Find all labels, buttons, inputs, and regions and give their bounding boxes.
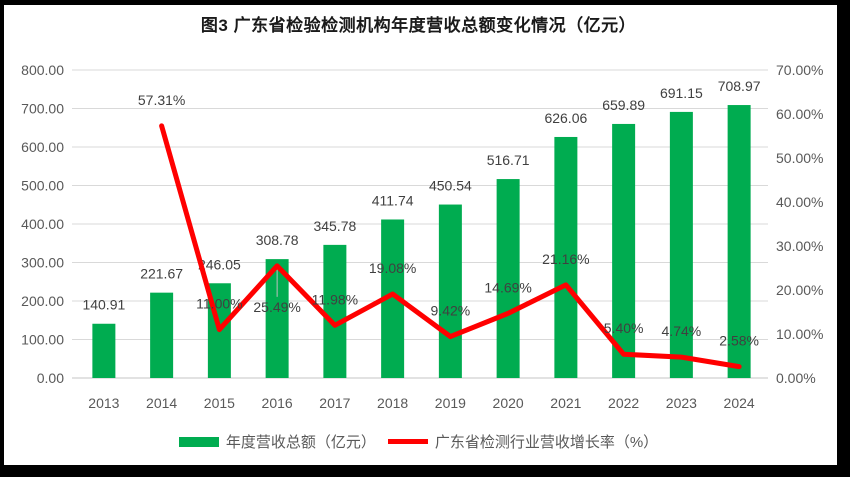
x-axis-label-2017: 2017 (319, 395, 350, 411)
frame-border-bottom (0, 465, 850, 477)
growth-label-2021: 21.16% (542, 251, 589, 267)
left-axis-tick-label: 200.00 (21, 293, 64, 309)
bar-value-label-2013: 140.91 (82, 297, 125, 313)
right-axis-tick-label: 60.00% (776, 106, 823, 122)
x-axis-label-2019: 2019 (435, 395, 466, 411)
bar-2022 (612, 123, 636, 378)
right-axis-tick-label: 70.00% (776, 62, 823, 78)
x-axis-labels: 2013 2014 2015 2016 2017 2018 2019 2020 2021 2022… (88, 395, 755, 411)
bar-2016 (265, 259, 289, 378)
legend-item-revenue: 年度营收总额（亿元） (178, 431, 376, 452)
bar-2014 (150, 292, 174, 378)
legend-line-label: 广东省检测行业营收增长率（%） (434, 434, 659, 451)
frame-border-top (0, 0, 850, 5)
growth-label-2019: 9.42% (431, 303, 471, 319)
x-axis-label-2018: 2018 (377, 395, 408, 411)
bar-value-label-2019: 450.54 (429, 178, 472, 194)
x-axis-label-2024: 2024 (724, 395, 755, 411)
growth-label-2018: 19.08% (369, 260, 416, 276)
bar-value-label-2015: 246.05 (198, 256, 241, 272)
bar-value-label-2017: 345.78 (313, 218, 356, 234)
right-axis-tick-label: 40.00% (776, 194, 823, 210)
growth-label-2024: 2.58% (719, 333, 759, 349)
growth-label-2016: 25.49% (253, 299, 300, 315)
left-axis-tick-label: 700.00 (21, 101, 64, 117)
bar-2017 (323, 244, 347, 378)
right-axis-tick-label: 10.00% (776, 326, 823, 342)
x-axis-label-2013: 2013 (88, 395, 119, 411)
chart-title: 图3 广东省检验检测机构年度营收总额变化情况（亿元） (200, 16, 637, 35)
bar-value-label-2018: 411.74 (372, 192, 414, 208)
bar-2018 (381, 219, 405, 378)
chart-legend: 年度营收总额（亿元） 广东省检测行业营收增长率（%） (0, 431, 837, 452)
bar-2021 (554, 136, 578, 378)
bar-2024 (727, 105, 751, 379)
x-axis-label-2020: 2020 (493, 395, 524, 411)
left-axis-tick-label: 300.00 (21, 255, 64, 271)
growth-label-2015: 11.00% (196, 296, 242, 312)
frame-border-right (837, 0, 850, 477)
bar-2013 (92, 323, 116, 378)
legend-bar-swatch-icon (178, 436, 219, 447)
bar-2023 (669, 111, 693, 378)
left-axis-tick-label: 100.00 (21, 332, 64, 348)
growth-label-2023: 4.74% (662, 323, 702, 339)
x-axis-label-2021: 2021 (550, 395, 581, 411)
x-axis-label-2014: 2014 (146, 395, 177, 411)
right-axis-tick-label: 0.00% (776, 370, 816, 386)
bar-value-label-2020: 516.71 (487, 152, 530, 168)
revenue-bars (92, 105, 751, 379)
bar-value-label-2023: 691.15 (660, 85, 703, 101)
frame-border-left (0, 0, 4, 477)
growth-label-2014: 57.31% (138, 92, 185, 108)
bar-2020 (496, 179, 520, 378)
legend-item-growth: 广东省检测行业营收增长率（%） (387, 431, 659, 452)
bar-value-label-2016: 308.78 (256, 232, 299, 248)
legend-line-swatch-icon (387, 439, 428, 444)
bar-value-label-2021: 626.06 (544, 110, 587, 126)
growth-label-2017: 11.98% (312, 291, 358, 307)
x-axis-label-2015: 2015 (204, 395, 235, 411)
growth-rate-line (159, 123, 742, 370)
left-axis-tick-label: 0.00 (37, 370, 64, 386)
left-axis-tick-label: 500.00 (21, 178, 64, 194)
right-axis-tick-label: 30.00% (776, 238, 823, 254)
bar-value-labels: 140.91 221.67 246.05 308.78 345.78 411.74 450.… (82, 78, 760, 313)
left-axis-tick-label: 800.00 (21, 62, 64, 78)
left-axis-tick-label: 600.00 (21, 139, 64, 155)
growth-label-2020: 14.69% (484, 279, 531, 295)
right-axis-tick-label: 20.00% (776, 282, 823, 298)
bar-2019 (438, 204, 462, 378)
legend-bar-label: 年度营收总额（亿元） (225, 434, 376, 451)
growth-rate-labels: 57.31% 11.00% 25.49% 11.98% 19.08% 9.42% 14.69… (138, 92, 759, 349)
x-axis-label-2022: 2022 (608, 395, 639, 411)
growth-label-2022: 5.40% (604, 320, 644, 336)
bar-value-label-2014: 221.67 (140, 266, 183, 282)
bar-value-label-2024: 708.97 (718, 78, 761, 94)
x-axis-label-2016: 2016 (262, 395, 293, 411)
gridlines: 0.00 100.00 200.00 300.00 400.00 500.00 600.00… (21, 62, 823, 386)
bar-value-label-2022: 659.89 (602, 97, 645, 113)
right-axis-tick-label: 50.00% (776, 150, 823, 166)
x-axis-label-2023: 2023 (666, 395, 697, 411)
left-axis-tick-label: 400.00 (21, 216, 64, 232)
